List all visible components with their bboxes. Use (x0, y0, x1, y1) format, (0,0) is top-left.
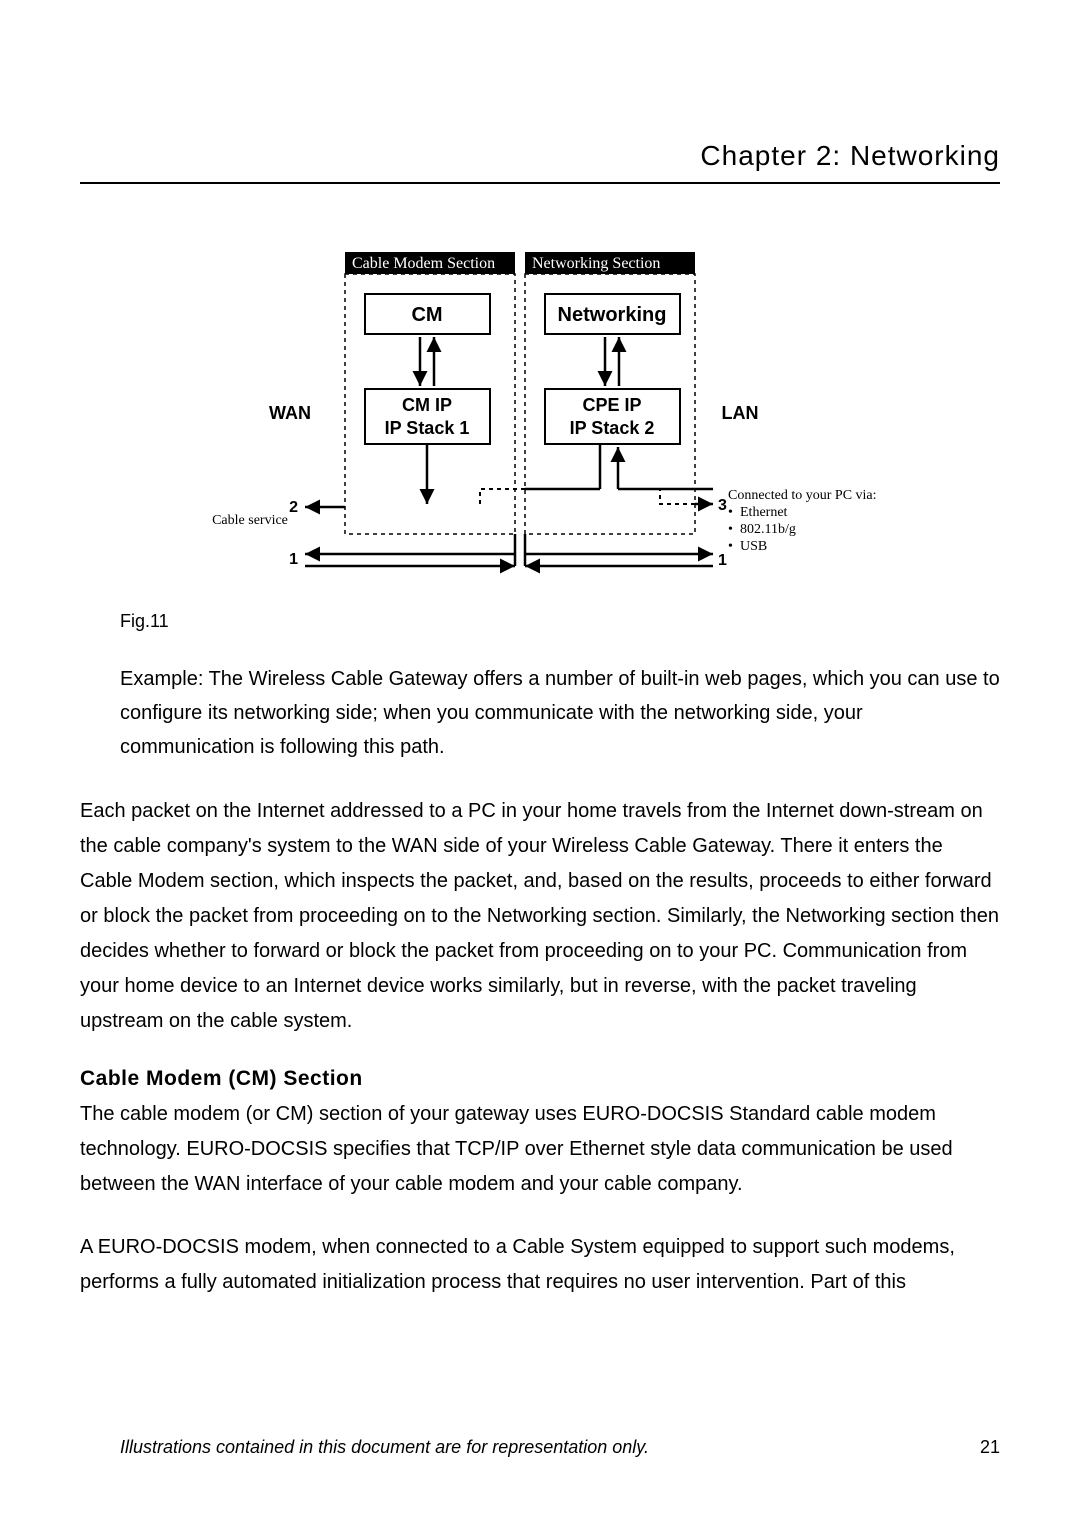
chapter-title: Chapter 2: Networking (80, 140, 1000, 184)
diagram-num-1-left: 1 (289, 551, 298, 568)
diagram-cpe-l2: IP Stack 2 (570, 418, 655, 438)
page-footer: Illustrations contained in this document… (80, 1437, 1000, 1458)
diagram-cpe-l1: CPE IP (582, 395, 641, 415)
diagram-num-3: 3 (718, 497, 727, 514)
page-number: 21 (980, 1437, 1000, 1458)
diagram-cmip-l1: CM IP (402, 395, 452, 415)
diagram-cm-box: CM (411, 304, 442, 326)
body-paragraph-2: The cable modem (or CM) section of your … (80, 1097, 1000, 1202)
diagram-header-cm: Cable Modem Section (352, 255, 495, 272)
diagram-cable-service: Cable service (212, 513, 288, 528)
diagram-cmip-l2: IP Stack 1 (385, 418, 470, 438)
diagram-lan-label: LAN (722, 403, 759, 423)
figure-11: Cable Modem Section Networking Section C… (80, 244, 1000, 632)
example-paragraph: Example: The Wireless Cable Gateway offe… (120, 662, 1000, 764)
body-paragraph-1: Each packet on the Internet addressed to… (80, 794, 1000, 1039)
diagram-side-usb: USB (740, 539, 767, 554)
body-paragraph-3: A EURO-DOCSIS modem, when connected to a… (80, 1230, 1000, 1300)
svg-text:•: • (728, 505, 733, 520)
figure-caption: Fig.11 (120, 611, 1000, 632)
diagram-side-80211: 802.11b/g (740, 522, 796, 537)
diagram-side-ethernet: Ethernet (740, 505, 788, 520)
svg-text:•: • (728, 539, 733, 554)
diagram-header-net: Networking Section (532, 255, 660, 272)
diagram-svg: Cable Modem Section Networking Section C… (170, 244, 910, 594)
diagram-num-2: 2 (289, 499, 298, 516)
footer-note: Illustrations contained in this document… (120, 1437, 649, 1458)
diagram-networking-box: Networking (558, 304, 667, 326)
diagram-num-1-right: 1 (718, 552, 727, 569)
subsection-heading: Cable Modem (CM) Section (80, 1067, 1000, 1091)
diagram-wan-label: WAN (269, 403, 311, 423)
svg-text:•: • (728, 522, 733, 537)
diagram-side-title: Connected to your PC via: (728, 488, 877, 503)
